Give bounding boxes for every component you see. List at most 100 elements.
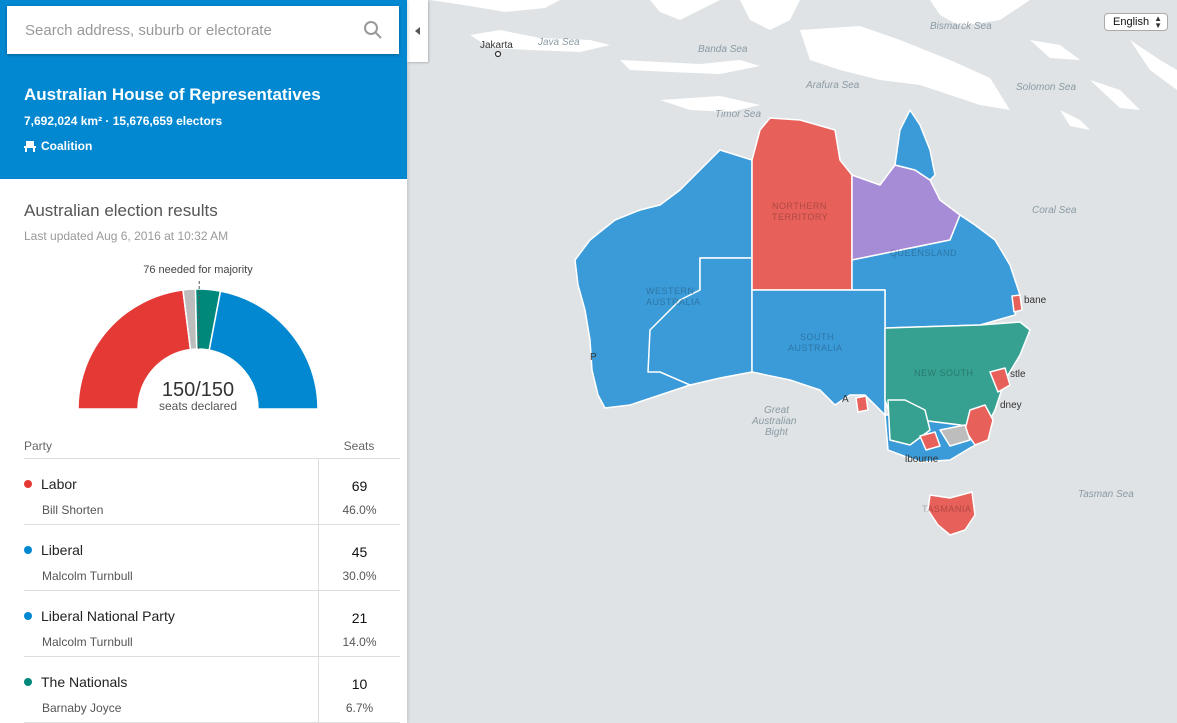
- declared-label: seats declared: [159, 399, 237, 413]
- svg-text:dney: dney: [1000, 400, 1022, 411]
- last-updated: Last updated Aug 6, 2016 at 10:32 AM: [24, 229, 229, 243]
- label-bight-2: Australian: [751, 416, 797, 427]
- chevron-left-icon: [415, 27, 420, 35]
- declared-count: 150/150: [162, 379, 234, 401]
- majority-label: 76 needed for majority: [143, 264, 253, 276]
- party-color-dot: [24, 480, 32, 488]
- northern-islands: [430, 0, 1177, 130]
- seat-other-vic[interactable]: [939, 424, 971, 447]
- svg-text:lbourne: lbourne: [905, 454, 939, 465]
- svg-text:AUSTRALIA: AUSTRALIA: [646, 297, 701, 307]
- party-name: Liberal: [24, 542, 318, 558]
- results-title: Australian election results: [24, 201, 218, 220]
- seat-percent: 30.0%: [342, 569, 377, 583]
- table-row[interactable]: Labor Bill Shorten 69 46.0%: [24, 459, 400, 525]
- sidebar: Australian House of Representatives 7,69…: [0, 0, 407, 723]
- area-electors-stats: 7,692,024 km² · 15,676,659 electors: [24, 114, 223, 128]
- svg-text:SOUTH: SOUTH: [800, 332, 834, 342]
- state-tasmania[interactable]: [927, 491, 976, 536]
- seats-cell: 21 14.0%: [318, 591, 400, 656]
- party-leader: Malcolm Turnbull: [42, 635, 133, 649]
- party-leader: Barnaby Joyce: [42, 701, 122, 715]
- party-label: Labor: [41, 476, 77, 492]
- party-cell: The Nationals Barnaby Joyce: [24, 657, 318, 722]
- collapse-sidebar-button[interactable]: [407, 0, 428, 62]
- party-color-dot: [24, 546, 32, 554]
- government-indicator: Coalition: [24, 139, 383, 153]
- seat-count: 10: [351, 676, 368, 692]
- australia-states[interactable]: [574, 109, 1031, 536]
- label-tasman-sea: Tasman Sea: [1078, 489, 1134, 500]
- table-row[interactable]: Liberal National Party Malcolm Turnbull 21…: [24, 591, 400, 657]
- party-name: The Nationals: [24, 674, 318, 690]
- majority-line: [198, 278, 200, 350]
- chart-segment: [77, 289, 192, 410]
- electorate-header: Australian House of Representatives 7,69…: [0, 62, 407, 179]
- label-banda-sea: Banda Sea: [698, 44, 748, 55]
- search-box: [7, 6, 399, 54]
- seat-percent: 6.7%: [345, 701, 374, 715]
- svg-text:WESTERN: WESTERN: [646, 286, 695, 296]
- sea-labels: Java Sea Banda Sea Bismarck Sea Arafura …: [537, 21, 1134, 500]
- seat-count: 69: [351, 478, 368, 494]
- label-arafura-sea: Arafura Sea: [805, 80, 860, 91]
- search-input[interactable]: [7, 6, 347, 54]
- party-color-dot: [24, 678, 32, 686]
- table-row[interactable]: Liberal Malcolm Turnbull 45 30.0%: [24, 525, 400, 591]
- seat-melbourne[interactable]: [919, 431, 941, 451]
- label-java-sea: Java Sea: [537, 37, 580, 48]
- jakarta-marker: [494, 50, 502, 58]
- government-party: Coalition: [41, 139, 93, 153]
- svg-text:stle: stle: [1010, 369, 1026, 380]
- label-timor-sea: Timor Sea: [715, 109, 761, 120]
- party-color-dot: [24, 612, 32, 620]
- table-header: Party Seats: [24, 433, 400, 459]
- party-name: Liberal National Party: [24, 608, 318, 624]
- seat-adelaide[interactable]: [855, 395, 869, 413]
- seat-mallee[interactable]: [887, 399, 931, 446]
- seat-newcastle[interactable]: [989, 367, 1011, 393]
- search-bar-container: [0, 0, 407, 62]
- seats-column-header: Seats: [343, 439, 375, 453]
- seats-cell: 45 30.0%: [318, 525, 400, 590]
- seat-chart: 76 needed for majority 150/150 seats dec…: [77, 264, 319, 413]
- search-icon[interactable]: [363, 20, 383, 40]
- svg-text:A: A: [842, 394, 849, 405]
- chart-segments: [77, 288, 319, 410]
- city-labels: Jakarta bane stle dney A lbourne P: [480, 40, 1047, 465]
- seats-cell: 10 6.7%: [318, 657, 400, 722]
- party-label: Liberal: [41, 542, 84, 558]
- svg-text:bane: bane: [1024, 295, 1047, 306]
- party-leader: Bill Shorten: [42, 503, 104, 517]
- label-bismarck-sea: Bismarck Sea: [930, 21, 992, 32]
- select-arrows-icon: ▲ ▼: [1154, 14, 1162, 30]
- svg-text:NORTHERN: NORTHERN: [772, 201, 827, 211]
- party-table: Party Seats Labor Bill Shorten 69 46.0% Libe…: [24, 433, 400, 723]
- seat-leichhardt[interactable]: [894, 109, 936, 181]
- svg-text:TASMANIA: TASMANIA: [922, 504, 971, 514]
- svg-text:AUSTRALIA: AUSTRALIA: [788, 343, 843, 353]
- label-bight-1: Great: [764, 405, 790, 416]
- table-row[interactable]: The Nationals Barnaby Joyce 10 6.7%: [24, 657, 400, 723]
- svg-text:P: P: [590, 352, 597, 363]
- results-section: Australian election results Last updated…: [0, 179, 407, 243]
- party-label: Liberal National Party: [41, 608, 175, 624]
- language-value: English: [1113, 16, 1150, 28]
- chart-segment: [208, 290, 319, 410]
- party-leader: Malcolm Turnbull: [42, 569, 133, 583]
- label-coral-sea: Coral Sea: [1032, 205, 1077, 216]
- seat-percent: 46.0%: [342, 503, 377, 517]
- language-select[interactable]: English ▲ ▼: [1104, 13, 1168, 31]
- svg-text:NEW SOUTH: NEW SOUTH: [914, 368, 974, 378]
- label-solomon-sea: Solomon Sea: [1016, 82, 1076, 93]
- seat-brisbane[interactable]: [1011, 294, 1023, 313]
- chair-icon: [24, 140, 36, 152]
- party-column-header: Party: [24, 439, 53, 453]
- party-cell: Liberal Malcolm Turnbull: [24, 525, 318, 590]
- label-bight-3: Bight: [765, 427, 789, 438]
- svg-text:TERRITORY: TERRITORY: [772, 212, 828, 222]
- svg-text:Jakarta: Jakarta: [480, 40, 513, 51]
- state-labels: NORTHERN TERRITORY QUEENSLAND WESTERN AU…: [646, 201, 974, 514]
- party-cell: Liberal National Party Malcolm Turnbull: [24, 591, 318, 656]
